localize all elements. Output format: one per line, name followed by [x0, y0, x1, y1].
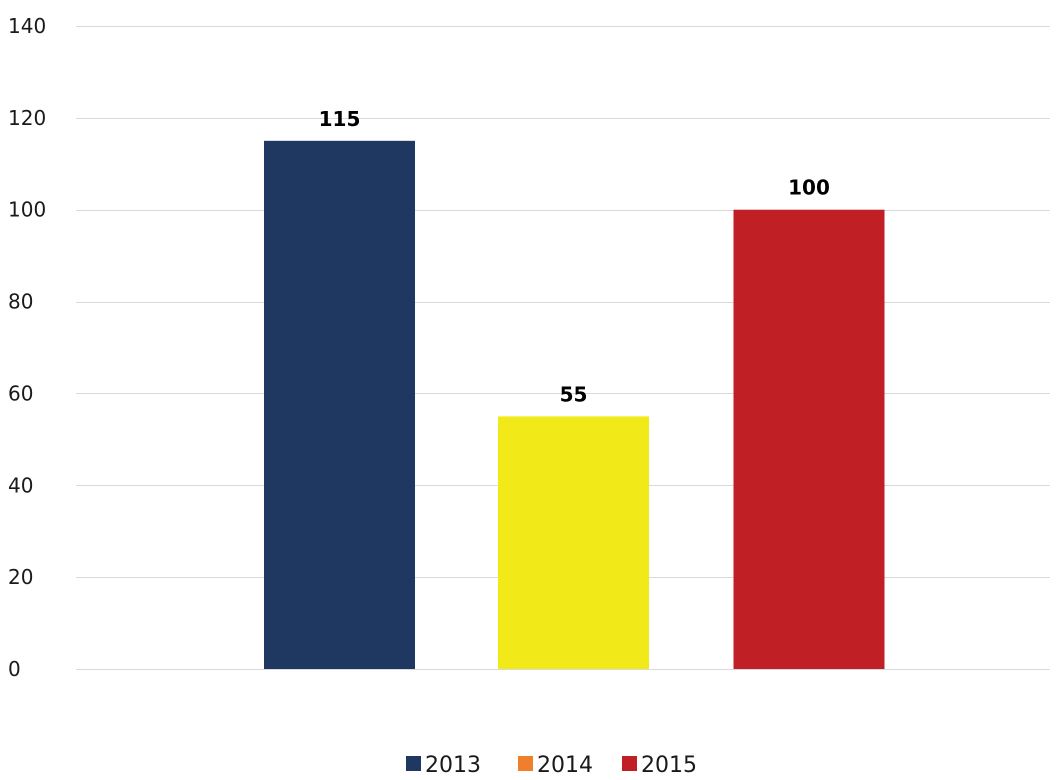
legend-swatch-2015: [622, 756, 637, 771]
data-label-2014: 55: [560, 382, 588, 406]
bar-2014: [498, 416, 649, 669]
data-label-2013: 115: [319, 107, 361, 131]
y-tick-label-80: 80: [8, 290, 33, 314]
bar-2015: [733, 209, 885, 669]
y-tick-label-100: 100: [8, 198, 46, 222]
y-tick-label-120: 120: [8, 106, 46, 130]
y-tick-label-0: 0: [8, 657, 21, 681]
legend-label-2015: 2015: [641, 753, 697, 778]
legend: 2013 2014 2015: [406, 753, 697, 778]
legend-swatch-2014: [518, 756, 533, 771]
y-tick-label-60: 60: [8, 381, 33, 405]
legend-label-2014: 2014: [537, 753, 593, 778]
data-label-2015: 100: [788, 176, 830, 200]
data-labels: 115 55 100: [319, 107, 830, 407]
legend-swatch-2013: [406, 756, 421, 771]
bar-2013: [264, 140, 415, 670]
y-axis-tick-labels: 0 20 40 60 80 100 120 140: [8, 14, 46, 681]
bars: [264, 140, 885, 670]
y-tick-label-20: 20: [8, 565, 33, 589]
y-tick-label-140: 140: [8, 14, 46, 38]
legend-label-2013: 2013: [425, 753, 481, 778]
y-tick-label-40: 40: [8, 473, 33, 497]
